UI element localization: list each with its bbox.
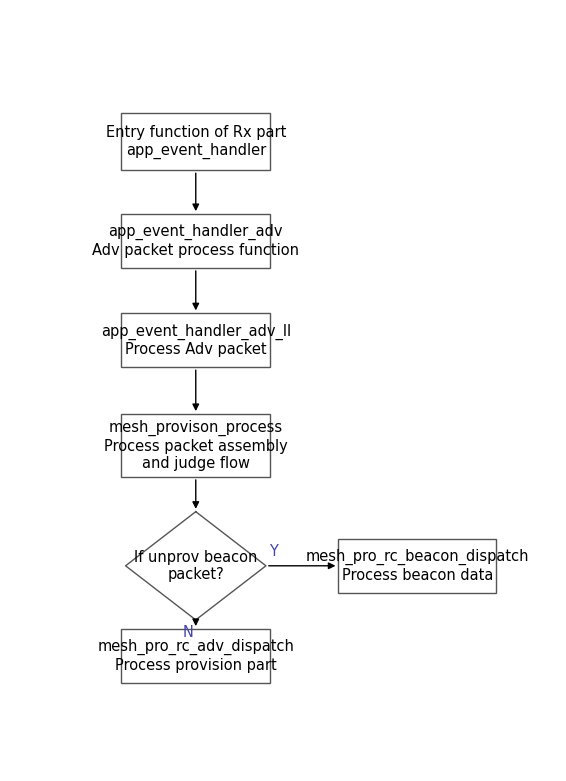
- Text: N: N: [182, 625, 194, 640]
- Polygon shape: [126, 512, 266, 620]
- Text: app_event_handler_adv_ll
Process Adv packet: app_event_handler_adv_ll Process Adv pac…: [101, 323, 291, 357]
- Text: Y: Y: [269, 544, 278, 558]
- FancyBboxPatch shape: [121, 214, 271, 268]
- FancyBboxPatch shape: [121, 414, 271, 477]
- Text: app_event_handler_adv
Adv packet process function: app_event_handler_adv Adv packet process…: [92, 224, 299, 258]
- FancyBboxPatch shape: [121, 313, 271, 367]
- Text: mesh_pro_rc_adv_dispatch
Process provision part: mesh_pro_rc_adv_dispatch Process provisi…: [97, 639, 294, 672]
- FancyBboxPatch shape: [121, 629, 271, 683]
- FancyBboxPatch shape: [338, 539, 496, 593]
- Text: Entry function of Rx part
app_event_handler: Entry function of Rx part app_event_hand…: [106, 125, 286, 159]
- Text: mesh_provison_process
Process packet assembly
and judge flow: mesh_provison_process Process packet ass…: [104, 420, 288, 471]
- FancyBboxPatch shape: [121, 113, 271, 170]
- Text: mesh_pro_rc_beacon_dispatch
Process beacon data: mesh_pro_rc_beacon_dispatch Process beac…: [306, 549, 529, 583]
- Text: If unprov beacon
packet?: If unprov beacon packet?: [134, 550, 258, 582]
